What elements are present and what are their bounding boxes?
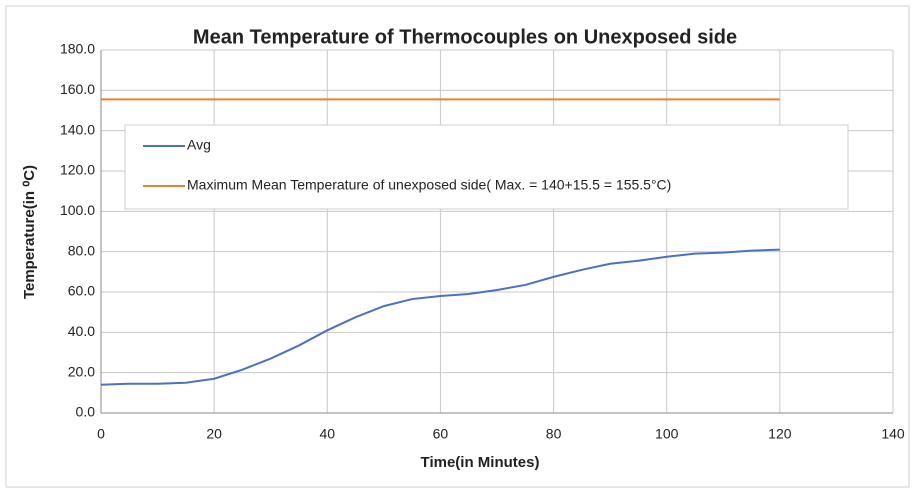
legend-label: Avg: [187, 137, 211, 153]
x-tick-label: 100: [655, 426, 679, 442]
legend-box: [124, 124, 849, 210]
y-tick-label: 140.0: [60, 121, 95, 137]
y-tick-label: 160.0: [60, 81, 95, 97]
x-tick-label: 20: [206, 426, 222, 442]
y-tick-label: 20.0: [68, 363, 95, 379]
x-tick-label: 60: [433, 426, 449, 442]
y-tick-label: 80.0: [68, 242, 95, 258]
y-axis-label: Temperature(in ⁰C): [21, 165, 38, 299]
y-tick-label: 0.0: [76, 404, 96, 420]
legend-label: Maximum Mean Temperature of unexposed si…: [187, 177, 671, 193]
y-tick-label: 180.0: [60, 41, 95, 57]
x-tick-label: 80: [546, 426, 562, 442]
x-axis-label: Time(in Minutes): [421, 454, 540, 471]
y-tick-label: 40.0: [68, 323, 95, 339]
x-tick-label: 120: [768, 426, 792, 442]
chart-title: Mean Temperature of Thermocouples on Une…: [193, 26, 737, 48]
x-tick-label: 0: [97, 426, 105, 442]
y-tick-label: 60.0: [68, 283, 95, 299]
y-tick-label: 100.0: [60, 202, 95, 218]
y-tick-label: 120.0: [60, 162, 95, 178]
chart-frame: [5, 5, 910, 488]
x-tick-label: 140: [881, 426, 905, 442]
x-tick-label: 40: [319, 426, 335, 442]
series-line: [100, 248, 780, 386]
